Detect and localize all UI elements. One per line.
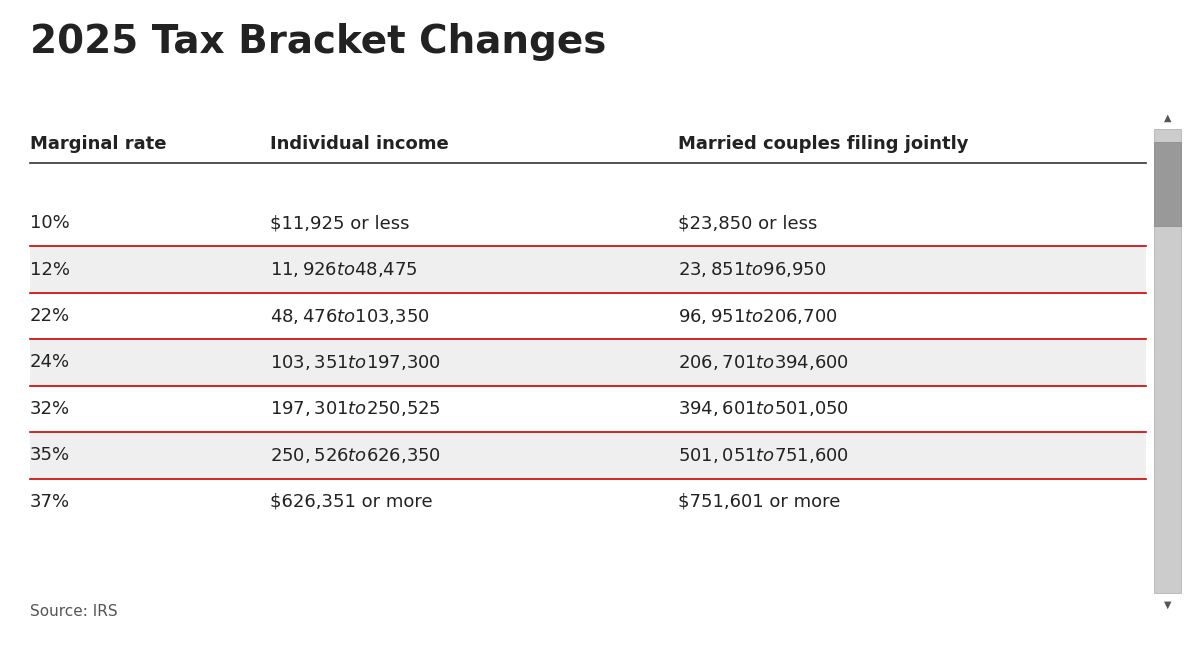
Bar — [30, 432, 1146, 479]
Text: $206,701 to $394,600: $206,701 to $394,600 — [678, 353, 850, 372]
Text: $48,476 to $103,350: $48,476 to $103,350 — [270, 306, 430, 326]
Text: 12%: 12% — [30, 261, 70, 279]
Text: Marginal rate: Marginal rate — [30, 135, 167, 153]
Text: $11,926 to $48,475: $11,926 to $48,475 — [270, 260, 418, 279]
Bar — [30, 200, 1146, 246]
Bar — [30, 246, 1146, 293]
Bar — [30, 386, 1146, 432]
Bar — [30, 293, 1146, 339]
Text: 32%: 32% — [30, 400, 70, 418]
Text: $197,301 to $250,525: $197,301 to $250,525 — [270, 399, 440, 419]
Text: $11,925 or less: $11,925 or less — [270, 214, 409, 232]
Text: 24%: 24% — [30, 353, 70, 372]
Bar — [1154, 142, 1181, 226]
Text: 10%: 10% — [30, 214, 70, 232]
Text: 35%: 35% — [30, 446, 70, 464]
Text: Individual income: Individual income — [270, 135, 449, 153]
Text: $394,601 to $501,050: $394,601 to $501,050 — [678, 399, 850, 419]
Text: $626,351 or more: $626,351 or more — [270, 493, 433, 511]
Text: 2025 Tax Bracket Changes: 2025 Tax Bracket Changes — [30, 23, 606, 61]
Text: $250,526 to $626,350: $250,526 to $626,350 — [270, 446, 442, 465]
Text: Source: IRS: Source: IRS — [30, 604, 118, 619]
Text: $23,850 or less: $23,850 or less — [678, 214, 817, 232]
Bar — [30, 339, 1146, 386]
Text: $501,051 to $751,600: $501,051 to $751,600 — [678, 446, 850, 465]
Text: $751,601 or more: $751,601 or more — [678, 493, 840, 511]
Text: Married couples filing jointly: Married couples filing jointly — [678, 135, 968, 153]
Bar — [30, 479, 1146, 525]
Text: ▼: ▼ — [1164, 600, 1171, 610]
Text: 37%: 37% — [30, 493, 70, 511]
Text: $23,851 to $96,950: $23,851 to $96,950 — [678, 260, 826, 279]
Text: $96,951 to $206,700: $96,951 to $206,700 — [678, 306, 838, 326]
Text: ▲: ▲ — [1164, 112, 1171, 123]
Text: $103,351 to $197,300: $103,351 to $197,300 — [270, 353, 442, 372]
Bar — [1154, 129, 1181, 593]
Text: 22%: 22% — [30, 307, 70, 325]
